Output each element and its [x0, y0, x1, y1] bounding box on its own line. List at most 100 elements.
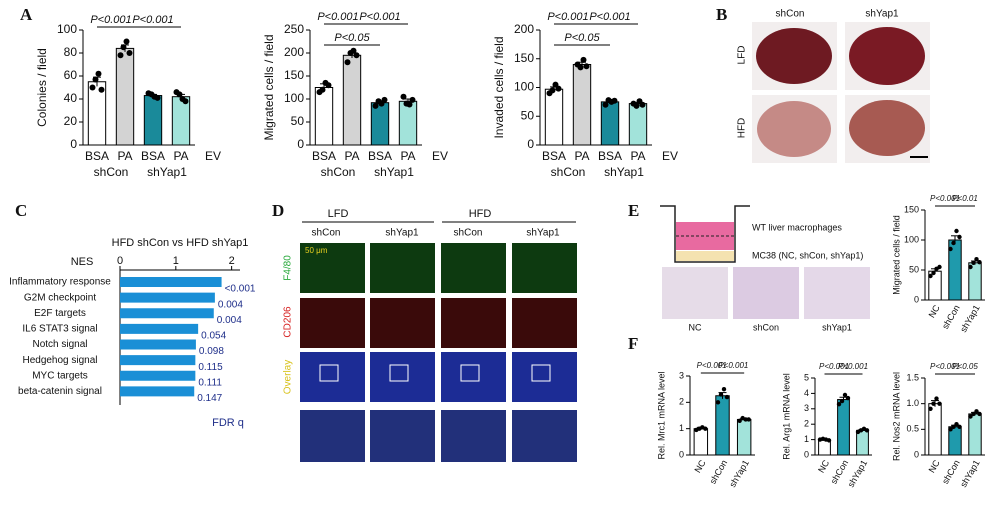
y-tick-label: 80 — [64, 45, 78, 59]
y-tick-label: 0 — [70, 137, 77, 151]
x-tick-label: PA — [400, 149, 415, 163]
fdr-label: 0.054 — [201, 331, 226, 342]
y-tick-label: 100 — [57, 22, 77, 36]
x-tick-label: NC — [927, 458, 942, 475]
bar — [115, 47, 135, 146]
data-point — [117, 52, 124, 59]
fdr-label: 0.004 — [217, 315, 242, 326]
y-tick-label: 1 — [804, 434, 809, 444]
y-axis-label: Rel. Mrc1 mRNA level — [656, 371, 666, 459]
micrograph — [370, 243, 435, 293]
micrograph — [300, 410, 365, 462]
panel-label: F — [628, 334, 638, 353]
category-label: Hedgehog signal — [22, 355, 97, 366]
migration-image — [662, 267, 728, 319]
extra-label: EV — [205, 149, 221, 163]
image-label: shCon — [753, 322, 779, 332]
group-label: LFD — [328, 208, 349, 220]
micrograph — [370, 410, 435, 462]
significance-label: P<0.001 — [317, 11, 358, 23]
bar — [736, 418, 752, 456]
data-point — [555, 85, 562, 92]
micrograph — [441, 352, 506, 402]
bar — [120, 292, 215, 303]
data-point — [580, 56, 587, 63]
x-tick-label: BSA — [85, 149, 109, 163]
y-tick-label: 1 — [679, 423, 684, 433]
data-point — [737, 418, 742, 423]
x-tick-label: PA — [630, 149, 645, 163]
data-point — [948, 246, 953, 252]
data-point — [971, 411, 976, 417]
y-tick-label: 50 — [909, 264, 919, 274]
data-point — [934, 396, 939, 401]
column-label: shYap1 — [865, 9, 899, 20]
migration-image — [733, 267, 799, 319]
bar — [693, 428, 709, 456]
category-label: E2F targets — [34, 308, 86, 319]
y-tick-label: 0.5 — [906, 424, 919, 434]
group-label: HFD — [469, 208, 492, 220]
y-axis-label: Migrated cells / field — [891, 215, 901, 295]
significance-label: P<0.05 — [334, 32, 370, 44]
y-tick-label: 20 — [64, 114, 78, 128]
micrograph — [370, 352, 435, 402]
data-point — [977, 260, 982, 265]
bar — [120, 355, 196, 366]
data-point — [931, 401, 936, 406]
diagram-label: WT liver macrophages — [752, 222, 842, 232]
significance-label: P<0.001 — [819, 362, 849, 371]
data-point — [971, 260, 976, 265]
data-point — [123, 38, 130, 45]
bar — [968, 413, 982, 456]
data-point — [974, 409, 979, 414]
data-point — [836, 401, 842, 407]
bar — [120, 339, 196, 350]
bar — [314, 87, 334, 146]
bar — [120, 386, 195, 397]
data-point — [319, 86, 326, 93]
bar — [600, 101, 620, 146]
panel-label: C — [15, 201, 27, 220]
data-point — [954, 422, 959, 427]
group-label: shCon — [94, 165, 129, 179]
zoom-box — [319, 364, 339, 382]
data-point — [826, 438, 832, 443]
x-axis-label: NES — [71, 256, 94, 268]
y-tick-label: 0 — [679, 449, 684, 459]
data-point — [126, 50, 133, 56]
data-point — [353, 52, 360, 59]
row-label: F4/80 — [283, 255, 294, 281]
significance-label: P<0.01 — [952, 194, 978, 203]
data-point — [577, 64, 584, 71]
liver — [756, 28, 832, 84]
micrograph — [441, 410, 506, 462]
significance-label: P<0.001 — [589, 11, 630, 23]
zoom-box — [531, 364, 551, 382]
bar — [837, 399, 850, 456]
y-tick-label: 100 — [284, 91, 304, 105]
data-point — [325, 82, 332, 89]
data-point — [176, 91, 183, 98]
bar — [120, 277, 222, 287]
group-label: shCon — [321, 165, 356, 179]
liver-images: shCon shYap1 LFD HFD — [737, 9, 930, 163]
data-point — [746, 417, 751, 422]
data-point — [839, 398, 845, 404]
significance-label: P<0.001 — [697, 361, 727, 370]
y-tick-label: 150 — [514, 51, 534, 65]
x-tick-label: shCon — [708, 458, 730, 486]
y-axis-label: Rel. Arg1 mRNA level — [781, 373, 791, 460]
panel-label: B — [716, 5, 727, 24]
column-label: shCon — [776, 9, 805, 20]
row-label: CD206 — [283, 306, 294, 338]
x-tick-label: PA — [344, 149, 359, 163]
fdr-axis-label: FDR q — [212, 417, 244, 429]
data-point — [602, 101, 609, 108]
y-tick-label: 0 — [804, 449, 809, 459]
micrograph — [300, 243, 365, 293]
data-point — [954, 228, 959, 234]
bar — [928, 403, 942, 456]
significance-label: P<0.001 — [930, 194, 960, 203]
